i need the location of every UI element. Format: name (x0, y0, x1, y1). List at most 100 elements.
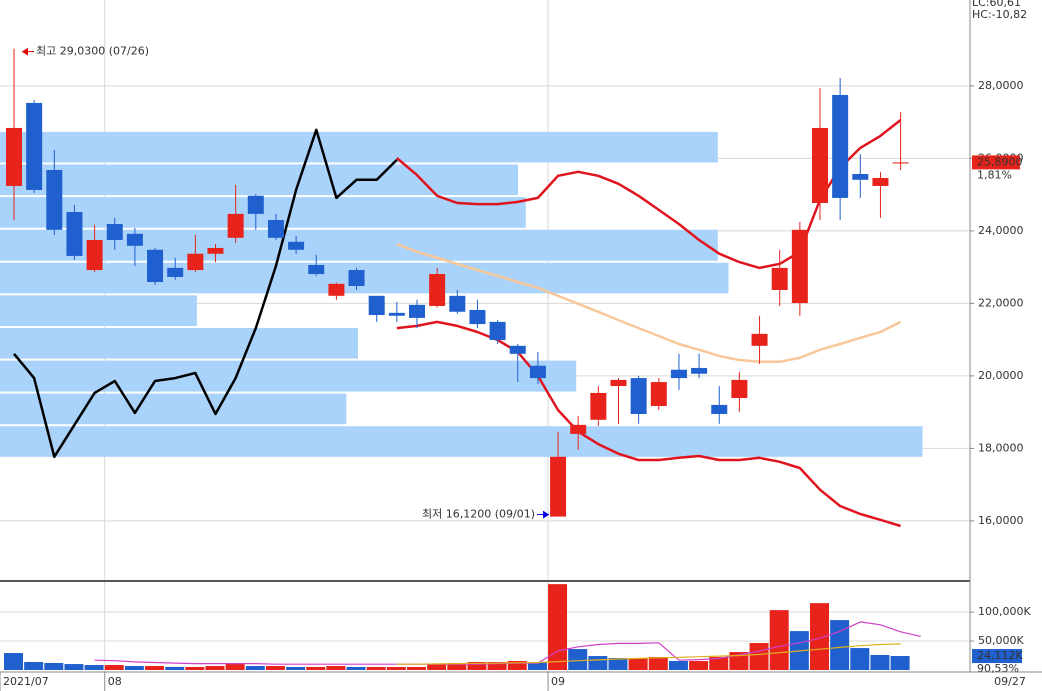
volume-bar (124, 666, 144, 670)
candle-body (126, 233, 143, 246)
volume-bar (628, 658, 648, 670)
annotation-arrowhead (22, 47, 28, 56)
volume-bar (346, 666, 366, 670)
indicator-line (396, 242, 902, 364)
y-tick-label: 100,000K (978, 605, 1031, 618)
volume-bar (427, 664, 447, 670)
candle-body (852, 174, 869, 180)
last-volume-label: 24,112K (977, 649, 1023, 662)
volume-bar (689, 661, 709, 670)
last-price-box (972, 155, 1020, 170)
indicator-line (13, 128, 398, 459)
candle-body (892, 162, 909, 164)
candle-body (6, 127, 22, 186)
indicator-lines (13, 119, 902, 528)
candle-body (409, 304, 425, 318)
y-tick-label: 24,0000 (978, 224, 1024, 237)
profile-bar (0, 426, 923, 457)
profile-bar (0, 327, 358, 359)
volume-bar (447, 662, 467, 670)
y-tick-label: 28,0000 (978, 79, 1024, 92)
volume-bar (668, 661, 688, 670)
volume-bar (185, 666, 205, 670)
volume-bar (84, 665, 104, 670)
volume-bar (165, 666, 185, 670)
candles (6, 48, 909, 517)
volume-bar (588, 656, 608, 670)
volume-bar (548, 584, 568, 670)
candle-body (812, 127, 828, 203)
candle-body (872, 177, 889, 186)
candle-body (86, 239, 103, 271)
volume-ma-line (396, 643, 901, 665)
profile-bar (0, 393, 347, 425)
candle-body (267, 220, 284, 238)
indicator-line (396, 320, 901, 528)
volume-bar (648, 657, 668, 670)
x-tick-label: 08 (108, 675, 122, 688)
annotation-text: 최저 16,1200 (09/01) (422, 508, 535, 521)
volume-bar (507, 661, 527, 670)
volume-bar (407, 666, 426, 670)
candle-body (550, 456, 567, 517)
volume-bar (64, 664, 84, 670)
y-tick-label: 20,0000 (978, 369, 1024, 382)
candle-body (368, 295, 385, 316)
candle-body (650, 382, 667, 406)
volume-bar (306, 666, 326, 670)
candle-body (46, 170, 63, 230)
candle-body (751, 333, 768, 346)
profile-bar (0, 164, 518, 196)
candle-body (469, 309, 486, 325)
candle-body (832, 94, 849, 198)
indicator-line (395, 119, 902, 270)
volume-bar (487, 662, 507, 670)
candle-body (66, 212, 83, 256)
volume-bar (608, 658, 628, 670)
volume-bar (44, 662, 64, 670)
annotation-arrowhead (543, 510, 550, 519)
candle-body (207, 247, 224, 254)
volume-bar (810, 603, 829, 670)
indicator-label: LC:60,61 (972, 0, 1021, 9)
y-tick-label: 18,0000 (978, 441, 1024, 454)
indicator-label: HC:-10,82 (972, 8, 1027, 21)
volume-bar (326, 666, 346, 670)
profile-bar (0, 360, 577, 392)
volume-bar (104, 665, 124, 670)
candle-body (610, 379, 627, 387)
last-price-change: 1,81% (977, 168, 1012, 181)
candle-body (529, 365, 546, 379)
last-volume-box (972, 649, 1022, 664)
candle-body (509, 345, 526, 354)
volume-bar (286, 666, 306, 670)
y-tick-label: 16,0000 (978, 514, 1024, 527)
volume-bar (527, 662, 547, 670)
x-tick-label: 09/27 (994, 675, 1026, 688)
volume-bar (4, 653, 23, 670)
volume-bar (850, 648, 870, 670)
candle-body (570, 424, 587, 434)
volume-bar (467, 662, 487, 670)
candle-body (449, 295, 466, 312)
candle-body (348, 270, 365, 287)
candle-body (147, 249, 164, 283)
y-tick-label: 22,0000 (978, 296, 1024, 309)
candle-body (26, 102, 43, 190)
candle-body (731, 379, 748, 399)
candle-body (308, 264, 325, 275)
volume-bar (870, 655, 890, 670)
candle-body (247, 195, 264, 214)
candle-body (691, 367, 708, 374)
volume-bar (769, 610, 789, 670)
volume-panel (4, 584, 921, 670)
volume-bar (729, 652, 749, 670)
volume-bar (709, 657, 729, 670)
candle-body (489, 321, 506, 341)
candle-body (630, 378, 647, 414)
volume-bar (24, 662, 44, 670)
candle-body (791, 229, 808, 304)
candle-body (167, 267, 184, 277)
